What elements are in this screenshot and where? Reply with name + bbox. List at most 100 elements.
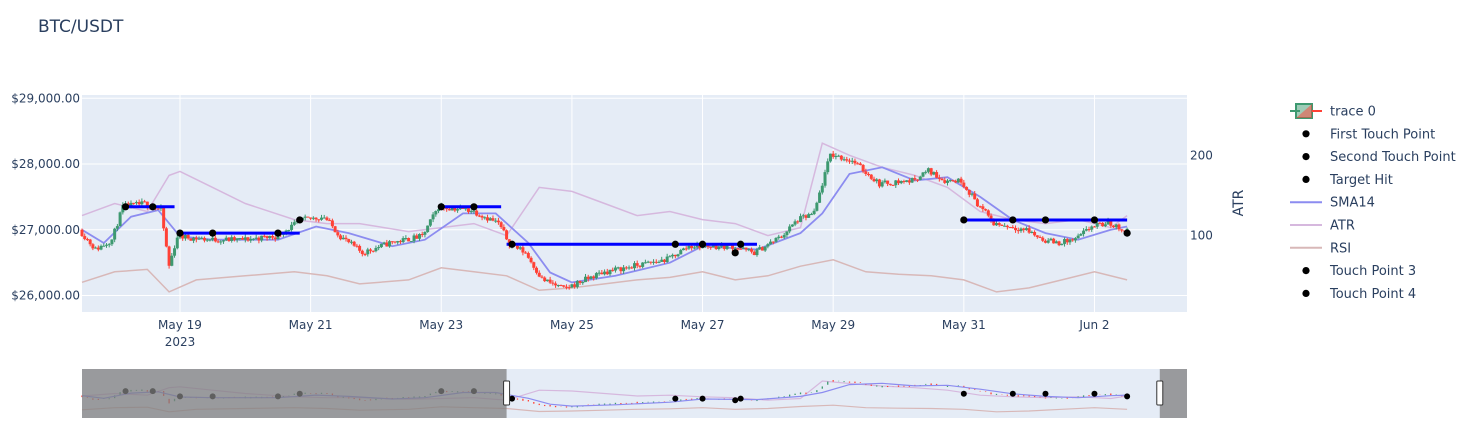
candle-body [472, 210, 476, 212]
candle-body [643, 262, 647, 264]
candle-body [624, 267, 628, 269]
candle-body [540, 276, 544, 278]
candle-body [1082, 230, 1086, 235]
candle-body [246, 237, 250, 241]
candle-body [355, 245, 359, 247]
candle-body [948, 180, 952, 182]
slider-marker [1091, 390, 1098, 397]
target-hit-point [296, 216, 304, 224]
legend-item-label: Touch Point 3 [1329, 264, 1416, 279]
candle-body [662, 259, 666, 263]
candle-body [1008, 227, 1012, 229]
candle-body [992, 220, 996, 226]
candle-body [156, 208, 160, 210]
candle-body [249, 238, 253, 241]
candle-body [515, 245, 519, 249]
range-slider-handle-right[interactable] [1156, 380, 1164, 406]
candle-body [902, 181, 906, 183]
candle-body [627, 267, 631, 269]
candle-body [368, 249, 372, 251]
x-tick-label: 2023 [165, 335, 196, 349]
candle-body [409, 241, 413, 243]
candle-body [309, 217, 313, 219]
candle-body [1076, 235, 1080, 239]
range-slider[interactable] [81, 369, 1187, 418]
slider-marker [1124, 393, 1131, 400]
candle-body [339, 235, 343, 240]
plot-area [82, 95, 1187, 312]
candle-body [573, 284, 577, 287]
chart-title: BTC/USDT [38, 17, 124, 37]
candle-body [1022, 228, 1026, 231]
candle-body [929, 168, 933, 175]
candle-body [818, 192, 822, 203]
candle-body [804, 215, 808, 218]
touch-point-4 [737, 240, 745, 248]
candle-body [1071, 239, 1075, 241]
candle-body [202, 237, 206, 241]
candle-body [388, 241, 392, 247]
candle-body [545, 279, 549, 282]
candle-body [839, 155, 843, 160]
candle-body [167, 246, 171, 266]
candle-body [567, 287, 571, 289]
candle-body [973, 193, 977, 200]
touch-point-3 [698, 240, 707, 248]
candle-body [232, 237, 236, 241]
y2-axis-title: ATR [1231, 189, 1247, 216]
candle-body [646, 261, 650, 263]
legend-item-label: SMA14 [1330, 196, 1375, 211]
candle-body [910, 178, 914, 183]
candle-body [861, 164, 865, 172]
candle-body [578, 281, 582, 283]
x-tick-label: May 31 [942, 318, 986, 332]
candle-body [243, 237, 247, 240]
candle-body [575, 281, 579, 287]
candle-body [605, 271, 609, 275]
candle-body [1095, 222, 1099, 227]
candle-body [532, 262, 536, 268]
candle-body [398, 241, 402, 243]
candle-body [145, 201, 149, 208]
candle-body [521, 247, 525, 253]
candle-body [222, 240, 226, 242]
candle-body [352, 241, 356, 246]
candle-body [170, 255, 174, 266]
candle-body [371, 250, 375, 252]
candle-body [820, 185, 824, 193]
candle-body [529, 257, 533, 263]
candle-body [796, 221, 800, 223]
candle-body [486, 217, 490, 221]
candle-body [1043, 240, 1047, 243]
candle-body [1035, 235, 1039, 238]
candle-body [1117, 224, 1121, 230]
y2-tick-label: 100 [1190, 229, 1213, 243]
first-touch-point [437, 203, 445, 211]
candle-body [143, 201, 147, 203]
candle-body [251, 238, 255, 240]
range-slider-handle-left[interactable] [503, 380, 511, 406]
candle-body [404, 237, 408, 239]
candle-body [771, 241, 775, 243]
candle-body [687, 245, 691, 249]
candle-body [622, 267, 626, 272]
candle-body [344, 237, 348, 240]
candle-body [271, 235, 275, 238]
candle-body [899, 181, 903, 184]
candle-body [888, 183, 892, 185]
candle-body [162, 207, 166, 229]
candle-body [673, 254, 677, 257]
candle-body [864, 171, 868, 174]
legend-item-label: ATR [1330, 219, 1355, 234]
candle-body [292, 222, 296, 225]
second-touch-point [149, 203, 157, 211]
candle-body [981, 206, 985, 210]
candle-body [426, 225, 430, 232]
candle-body [107, 244, 111, 246]
range-slider-mask-right [1159, 369, 1187, 418]
candle-body [943, 180, 947, 183]
y-tick-label: $28,000.00 [11, 157, 80, 171]
candle-body [1000, 224, 1004, 226]
candle-body [690, 245, 694, 249]
candle-body [635, 263, 639, 266]
